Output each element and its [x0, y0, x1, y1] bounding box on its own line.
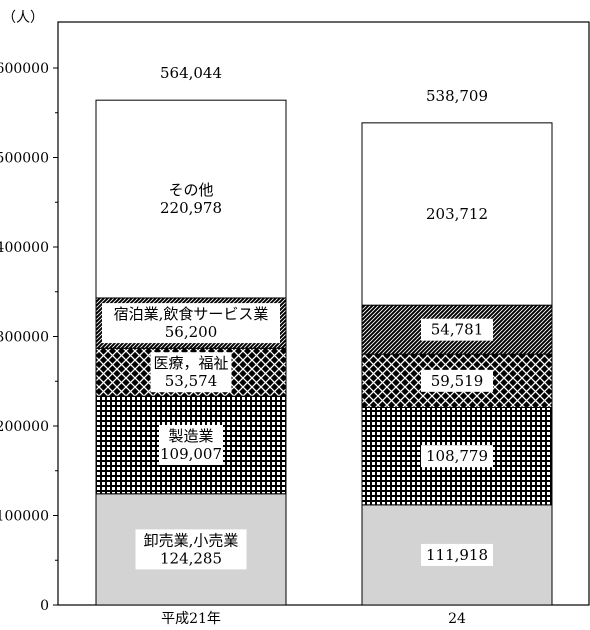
label-box: [102, 303, 280, 344]
label-box: [421, 543, 493, 566]
y-tick-label: 0: [40, 598, 49, 614]
bar-segment: [95, 99, 287, 299]
label-box: [135, 529, 247, 570]
segment-value-label: 53,574: [165, 372, 218, 390]
segment-value-label: 203,712: [426, 205, 488, 223]
segment-value-label: 124,285: [160, 549, 222, 567]
label-box: [421, 369, 493, 392]
x-tick-label: 24: [448, 611, 466, 627]
y-tick-label: 600000: [0, 61, 49, 77]
y-tick-label: 300000: [0, 330, 49, 346]
bar-segment: [361, 122, 553, 306]
bar-total-label: 564,044: [160, 64, 222, 82]
label-box: [159, 424, 223, 465]
segment-name-label: 卸売業,小売業: [144, 531, 239, 549]
segment-name-label: その他: [168, 181, 213, 199]
segment-value-label: 59,519: [431, 372, 484, 390]
plot-frame: [57, 21, 590, 606]
y-tick-label: 200000: [0, 419, 49, 435]
x-axis: 平成21年 24: [161, 611, 466, 627]
segment-value-label: 220,978: [160, 199, 222, 217]
label-box: [150, 352, 232, 393]
bar-total-label: 538,709: [426, 87, 488, 105]
segment-name-label: 宿泊業,飲食サービス業: [114, 305, 269, 323]
segment-value-label: 109,007: [160, 445, 222, 463]
label-box: [421, 445, 493, 468]
segment-value-label: 56,200: [165, 323, 218, 341]
segment-value-label: 54,781: [431, 321, 484, 339]
segment-value-label: 108,779: [426, 447, 488, 465]
segment-name-label: 医療，福祉: [153, 354, 228, 372]
y-tick-label: 500000: [0, 151, 49, 167]
segment-name-label: 製造業: [168, 427, 213, 445]
x-tick-label: 平成21年: [161, 611, 221, 627]
y-unit-label: （人）: [2, 10, 44, 26]
y-axis: 0 100000 200000 300000 400000 500000 600000: [0, 21, 590, 614]
segment-value-label: 111,918: [426, 546, 488, 564]
y-tick-label: 100000: [0, 509, 49, 525]
label-box: [421, 318, 493, 341]
y-tick-label: 400000: [0, 240, 49, 256]
